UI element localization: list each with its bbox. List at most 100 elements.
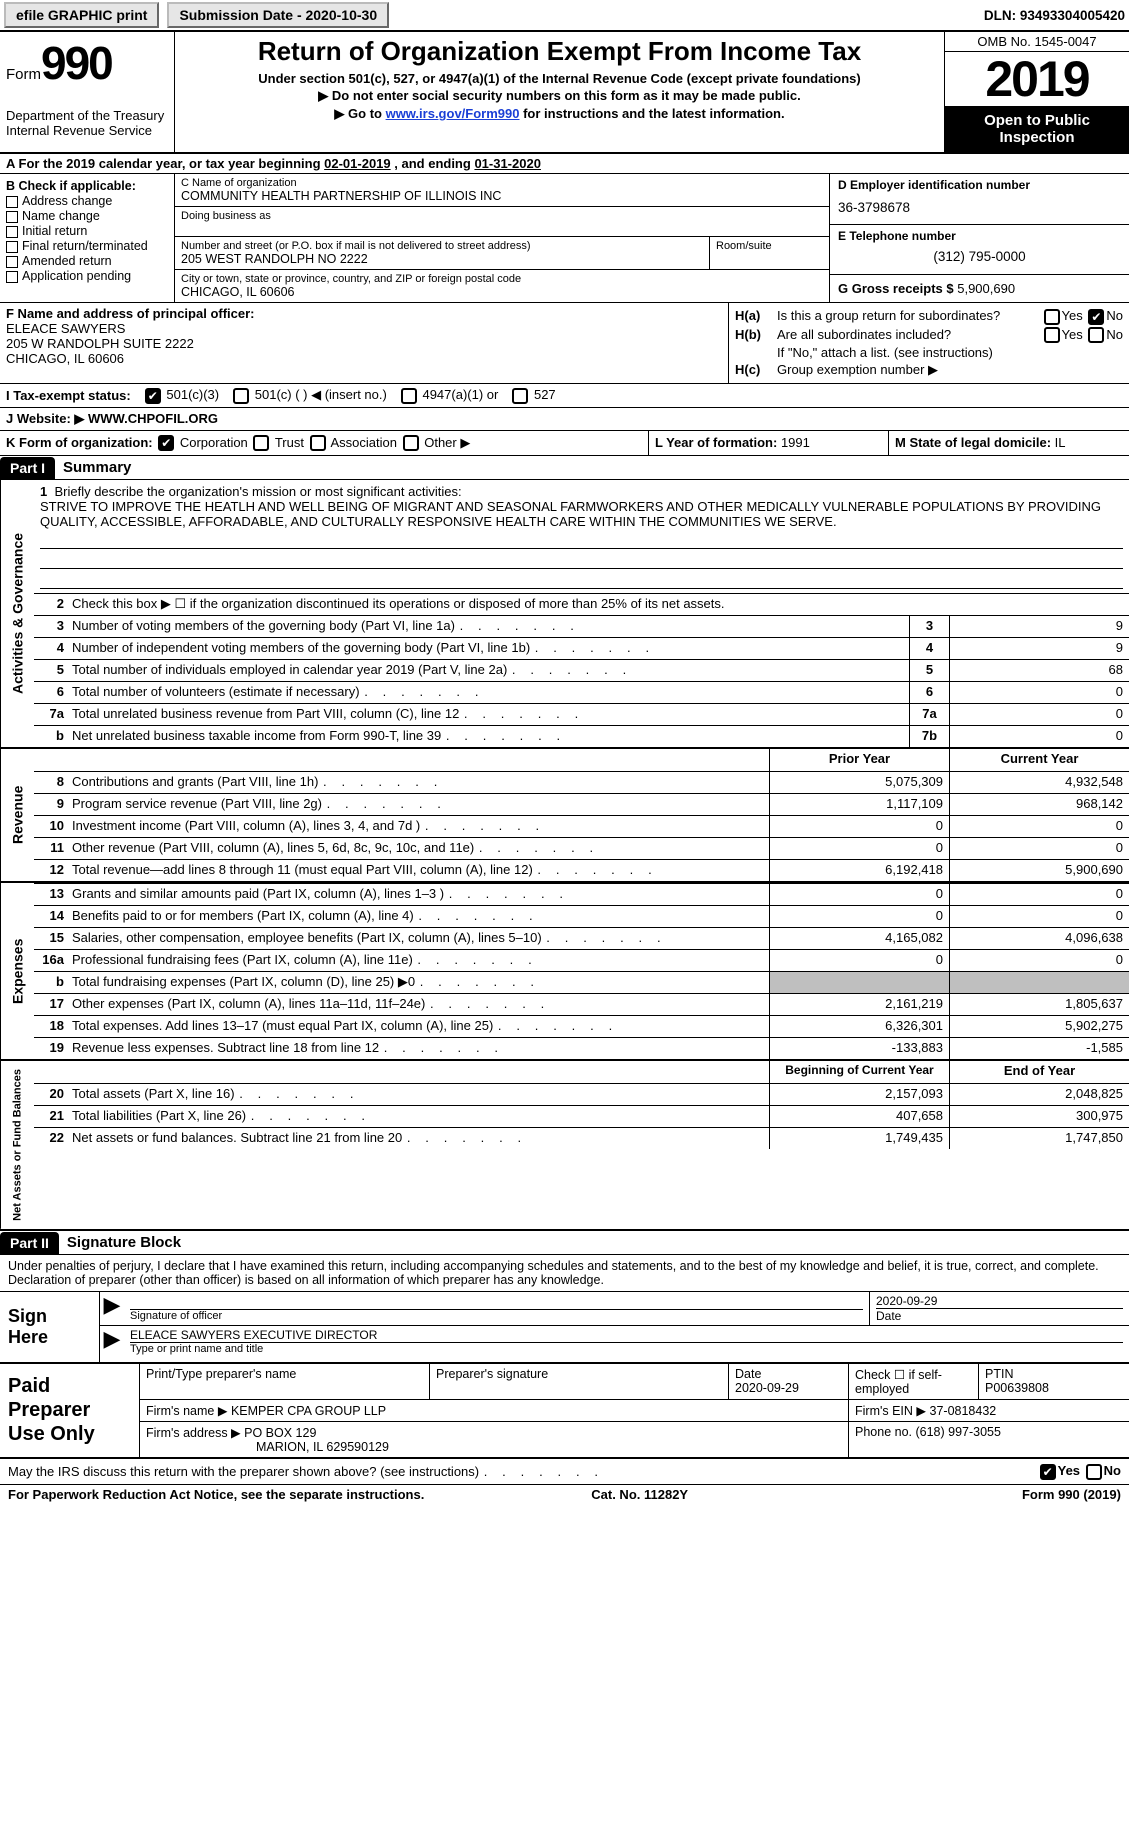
discuss-row: May the IRS discuss this return with the… bbox=[0, 1459, 1129, 1484]
mission-label: Briefly describe the organization's miss… bbox=[54, 484, 461, 499]
header-right: OMB No. 1545-0047 2019 Open to Public In… bbox=[944, 32, 1129, 152]
checkbox-amended-return[interactable] bbox=[6, 256, 18, 268]
checkbox-other[interactable] bbox=[403, 435, 419, 451]
line-text: Investment income (Part VIII, column (A)… bbox=[68, 816, 769, 837]
street-value: 205 WEST RANDOLPH NO 2222 bbox=[181, 252, 703, 266]
line-text: Other expenses (Part IX, column (A), lin… bbox=[68, 994, 769, 1015]
klm-row: K Form of organization: Corporation Trus… bbox=[0, 431, 1129, 457]
ptin-cell: PTIN P00639808 bbox=[979, 1364, 1129, 1399]
preparer-date-label: Date bbox=[735, 1367, 842, 1381]
preparer-date-value: 2020-09-29 bbox=[735, 1381, 842, 1395]
table-row: 16a Professional fundraising fees (Part … bbox=[34, 949, 1129, 971]
table-row: b Total fundraising expenses (Part IX, c… bbox=[34, 971, 1129, 993]
city-box: City or town, state or province, country… bbox=[175, 270, 829, 302]
table-row: 3 Number of voting members of the govern… bbox=[34, 615, 1129, 637]
checkbox-address-change[interactable] bbox=[6, 196, 18, 208]
line-box: 3 bbox=[909, 616, 949, 637]
line-text: Total expenses. Add lines 13–17 (must eq… bbox=[68, 1016, 769, 1037]
line-text: Total number of volunteers (estimate if … bbox=[68, 682, 909, 703]
opt-501c3: 501(c)(3) bbox=[166, 387, 219, 402]
ptin-value: P00639808 bbox=[985, 1381, 1123, 1395]
line-text: Other revenue (Part VIII, column (A), li… bbox=[68, 838, 769, 859]
table-row: 9 Program service revenue (Part VIII, li… bbox=[34, 793, 1129, 815]
prior-value: 4,165,082 bbox=[769, 928, 949, 949]
prior-value: 0 bbox=[769, 838, 949, 859]
line-num: 8 bbox=[34, 772, 68, 793]
omb-number: OMB No. 1545-0047 bbox=[945, 32, 1129, 52]
opt-assoc: Association bbox=[330, 435, 396, 450]
period-row: A For the 2019 calendar year, or tax yea… bbox=[0, 154, 1129, 174]
checkbox-4947[interactable] bbox=[401, 388, 417, 404]
line-text: Revenue less expenses. Subtract line 18 … bbox=[68, 1038, 769, 1059]
opt-501c: 501(c) ( ) ◀ (insert no.) bbox=[255, 387, 387, 402]
sig-date-label: Date bbox=[876, 1308, 1123, 1323]
ein-label: D Employer identification number bbox=[838, 178, 1121, 192]
lbl-address-change: Address change bbox=[22, 194, 112, 208]
checkbox-527[interactable] bbox=[512, 388, 528, 404]
checkbox-discuss-no[interactable] bbox=[1086, 1464, 1102, 1480]
table-row: 13 Grants and similar amounts paid (Part… bbox=[34, 883, 1129, 905]
opt-4947: 4947(a)(1) or bbox=[422, 387, 498, 402]
subtitle-1: Under section 501(c), 527, or 4947(a)(1)… bbox=[183, 71, 936, 86]
submission-date-button[interactable]: Submission Date - 2020-10-30 bbox=[167, 2, 389, 28]
checkbox-name-change[interactable] bbox=[6, 211, 18, 223]
line-value: 0 bbox=[949, 682, 1129, 703]
line-text: Total assets (Part X, line 16) bbox=[68, 1084, 769, 1105]
checkbox-ha-yes[interactable] bbox=[1044, 309, 1060, 325]
hb-label: H(b) bbox=[735, 327, 777, 344]
governance-vtab: Activities & Governance bbox=[0, 480, 34, 747]
checkbox-app-pending[interactable] bbox=[6, 271, 18, 283]
l-value: 1991 bbox=[781, 435, 810, 450]
checkbox-trust[interactable] bbox=[253, 435, 269, 451]
header-mid: Return of Organization Exempt From Incom… bbox=[175, 32, 944, 152]
suite-box: Room/suite bbox=[709, 237, 829, 269]
hc-text: Group exemption number ▶ bbox=[777, 362, 1123, 378]
discuss-no: No bbox=[1104, 1463, 1121, 1478]
part2-header-row: Part II Signature Block bbox=[0, 1231, 1129, 1255]
checkbox-corp[interactable] bbox=[158, 435, 174, 451]
table-row: 12 Total revenue—add lines 8 through 11 … bbox=[34, 859, 1129, 881]
officer-name: ELEACE SAWYERS bbox=[6, 321, 722, 336]
line-text: Number of voting members of the governin… bbox=[68, 616, 909, 637]
line-num: 12 bbox=[34, 860, 68, 881]
line-num: 18 bbox=[34, 1016, 68, 1037]
period-b: , and ending bbox=[394, 156, 474, 171]
k-label: K Form of organization: bbox=[6, 435, 153, 450]
checkbox-ha-no[interactable] bbox=[1088, 309, 1104, 325]
checkbox-hb-no[interactable] bbox=[1088, 327, 1104, 343]
sig-officer-field: Signature of officer bbox=[124, 1292, 869, 1325]
firm-addr-cell: Firm's address ▶ PO BOX 129 MARION, IL 6… bbox=[140, 1422, 849, 1457]
lbl-amended-return: Amended return bbox=[22, 254, 112, 268]
current-value bbox=[949, 972, 1129, 993]
table-row: 15 Salaries, other compensation, employe… bbox=[34, 927, 1129, 949]
line-num: 16a bbox=[34, 950, 68, 971]
checkbox-final-return[interactable] bbox=[6, 241, 18, 253]
hb-note: If "No," attach a list. (see instruction… bbox=[735, 345, 1123, 360]
paperwork-notice: For Paperwork Reduction Act Notice, see … bbox=[8, 1487, 424, 1502]
line-text: Number of independent voting members of … bbox=[68, 638, 909, 659]
lbl-app-pending: Application pending bbox=[22, 269, 131, 283]
firm-addr-2: MARION, IL 629590129 bbox=[146, 1440, 842, 1454]
lbl-initial-return: Initial return bbox=[22, 224, 87, 238]
checkbox-hb-yes[interactable] bbox=[1044, 327, 1060, 343]
street-label: Number and street (or P.O. box if mail i… bbox=[181, 240, 703, 252]
checkbox-501c3[interactable] bbox=[145, 388, 161, 404]
line-num: 13 bbox=[34, 884, 68, 905]
current-value: 0 bbox=[949, 838, 1129, 859]
line-text: Professional fundraising fees (Part IX, … bbox=[68, 950, 769, 971]
checkbox-assoc[interactable] bbox=[310, 435, 326, 451]
line-value: 9 bbox=[949, 638, 1129, 659]
ein-value: 36-3798678 bbox=[838, 200, 1121, 215]
efile-print-button[interactable]: efile GRAPHIC print bbox=[4, 2, 159, 28]
opt-trust: Trust bbox=[275, 435, 304, 450]
mission-text: STRIVE TO IMPROVE THE HEATLH AND WELL BE… bbox=[40, 499, 1123, 529]
firm-addr-label: Firm's address ▶ bbox=[146, 1426, 244, 1440]
line-num: b bbox=[34, 972, 68, 993]
checkbox-initial-return[interactable] bbox=[6, 226, 18, 238]
checkbox-discuss-yes[interactable] bbox=[1040, 1464, 1056, 1480]
website-link[interactable]: WWW.CHPOFIL.ORG bbox=[88, 411, 218, 426]
instructions-link[interactable]: www.irs.gov/Form990 bbox=[386, 106, 520, 121]
prior-value: 6,192,418 bbox=[769, 860, 949, 881]
line-num: 4 bbox=[34, 638, 68, 659]
checkbox-501c[interactable] bbox=[233, 388, 249, 404]
